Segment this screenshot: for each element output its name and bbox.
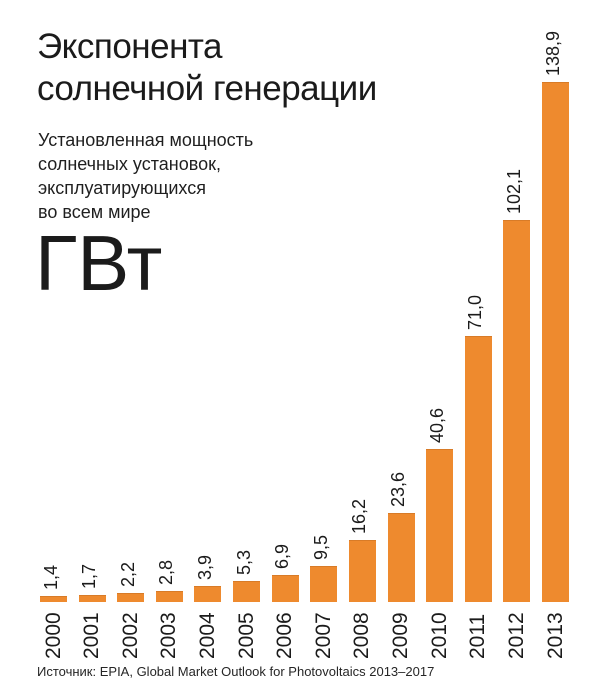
bar-value-label: 1,4 [40, 564, 61, 590]
x-axis-tick-label: 2005 [234, 612, 258, 659]
bar-value-label: 102,1 [503, 168, 524, 214]
bar-value-label: 9,5 [310, 534, 331, 560]
chart-bar [387, 513, 415, 602]
chart-bar [542, 82, 570, 602]
chart-bar [117, 593, 145, 602]
unit-label: ГВт [35, 219, 163, 307]
chart-bar [503, 220, 531, 602]
x-axis-tick-label: 2004 [195, 612, 219, 659]
x-axis-tick-label: 2013 [543, 612, 567, 659]
bar-value-label: 6,9 [272, 543, 293, 569]
bar-value-label: 3,9 [194, 554, 215, 580]
chart-title: Экспонента солнечной генерации [37, 27, 377, 108]
chart-bar [40, 596, 67, 602]
x-axis-tick-label: 2006 [273, 612, 297, 659]
chart-bar [194, 586, 222, 602]
source-note: Источник: EPIA, Global Market Outlook fo… [37, 664, 435, 679]
x-axis-tick-label: 2002 [118, 612, 142, 659]
x-axis-tick-label: 2003 [157, 612, 181, 659]
chart-subtitle: Установленная мощность солнечных установ… [38, 130, 254, 222]
bar-value-label: 1,7 [79, 563, 100, 589]
bar-value-label: 23,6 [388, 471, 409, 507]
bar-value-label: 138,9 [542, 30, 563, 76]
bar-value-label: 5,3 [233, 549, 254, 575]
bar-value-label: 2,2 [117, 561, 138, 587]
x-axis-tick-label: 2011 [466, 613, 490, 659]
chart-bar [348, 540, 376, 602]
bar-value-label: 16,2 [349, 498, 370, 534]
x-axis-tick-label: 2010 [427, 612, 451, 659]
x-axis-tick-label: 2000 [41, 612, 65, 659]
chart-bar [233, 581, 261, 602]
x-axis-tick-label: 2001 [80, 612, 104, 659]
bar-value-label: 71,0 [465, 294, 486, 330]
chart-bar [464, 336, 492, 602]
chart-bar [155, 591, 183, 602]
bar-value-label: 2,8 [156, 559, 177, 585]
chart-bar [426, 449, 454, 602]
x-axis-tick-label: 2007 [311, 612, 335, 659]
chart-bar [310, 566, 338, 602]
x-axis-tick-label: 2009 [389, 612, 413, 659]
x-axis-tick-label: 2012 [504, 612, 528, 659]
bar-value-label: 40,6 [426, 407, 447, 443]
chart-bar [78, 595, 106, 602]
x-axis-tick-label: 2008 [350, 612, 374, 659]
chart-bar [271, 575, 299, 602]
